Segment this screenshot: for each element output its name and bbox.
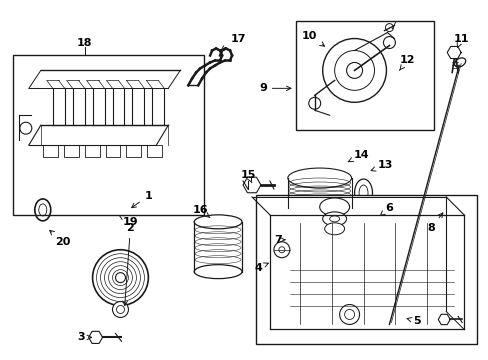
Text: 10: 10: [302, 31, 324, 46]
Text: 14: 14: [347, 150, 368, 162]
Circle shape: [346, 62, 362, 78]
Ellipse shape: [287, 198, 351, 218]
Circle shape: [334, 50, 374, 90]
Bar: [105, 145, 120, 157]
Text: 5: 5: [407, 316, 420, 327]
Circle shape: [385, 24, 393, 32]
Ellipse shape: [354, 179, 372, 207]
Circle shape: [92, 250, 148, 306]
Text: 6: 6: [380, 203, 392, 216]
Circle shape: [383, 37, 395, 49]
Text: 18: 18: [77, 37, 92, 48]
Ellipse shape: [324, 223, 344, 235]
Circle shape: [339, 305, 359, 324]
Circle shape: [20, 122, 32, 134]
Bar: [84, 145, 100, 157]
Ellipse shape: [194, 265, 242, 279]
Text: 15: 15: [240, 170, 255, 183]
Text: 3: 3: [77, 332, 91, 342]
Circle shape: [278, 247, 285, 253]
Circle shape: [115, 273, 125, 283]
Text: 1: 1: [131, 191, 152, 208]
Text: 8: 8: [427, 213, 442, 233]
Circle shape: [322, 39, 386, 102]
Ellipse shape: [287, 168, 351, 188]
Text: 16: 16: [192, 205, 209, 218]
Text: 2: 2: [122, 223, 134, 306]
Bar: [147, 145, 162, 157]
Text: 9: 9: [259, 84, 290, 93]
Bar: [255, 195, 476, 345]
Text: 20: 20: [50, 230, 70, 247]
Bar: [126, 145, 141, 157]
Text: 17: 17: [221, 33, 245, 50]
Text: 13: 13: [370, 160, 392, 171]
Text: 4: 4: [253, 263, 268, 273]
Text: 19: 19: [119, 215, 138, 227]
Text: 12: 12: [399, 55, 414, 71]
Bar: [13, 55, 203, 215]
Circle shape: [344, 310, 354, 319]
Circle shape: [273, 242, 289, 258]
Ellipse shape: [322, 212, 346, 226]
Bar: [295, 21, 433, 130]
Ellipse shape: [319, 198, 349, 216]
Circle shape: [308, 97, 320, 109]
Text: 7: 7: [273, 235, 285, 245]
Bar: [42, 145, 58, 157]
Bar: [63, 145, 79, 157]
Ellipse shape: [194, 215, 242, 229]
Circle shape: [112, 302, 128, 318]
Text: 11: 11: [452, 33, 468, 48]
